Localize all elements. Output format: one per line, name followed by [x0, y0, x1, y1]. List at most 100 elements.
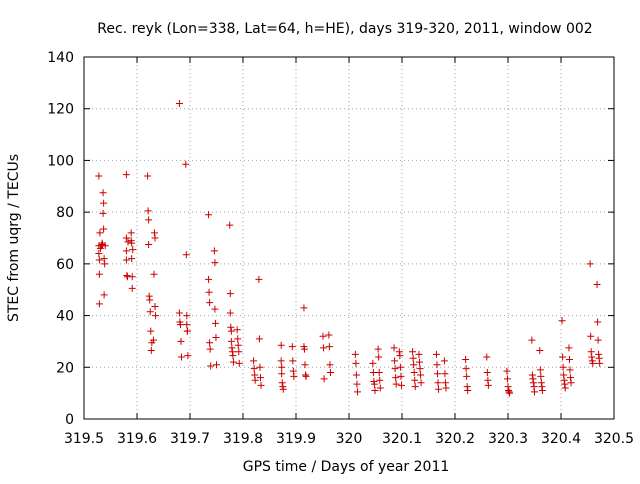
- data-point: [392, 380, 400, 388]
- data-point: [100, 199, 108, 207]
- data-point: [183, 321, 191, 329]
- data-point: [251, 376, 259, 384]
- data-point: [144, 172, 152, 180]
- data-point: [278, 363, 286, 371]
- data-point: [410, 368, 418, 376]
- data-point: [101, 260, 109, 268]
- data-point: [440, 357, 448, 365]
- data-point: [484, 381, 492, 389]
- data-point: [567, 374, 575, 382]
- data-point: [325, 331, 333, 339]
- data-point: [559, 353, 567, 361]
- data-point: [375, 368, 383, 376]
- data-point: [279, 385, 287, 393]
- data-point: [152, 312, 160, 320]
- data-point: [484, 376, 492, 384]
- data-point: [251, 371, 259, 379]
- data-point: [463, 372, 471, 380]
- data-point: [226, 221, 234, 229]
- data-point: [302, 372, 310, 380]
- data-point: [352, 371, 360, 379]
- data-point: [463, 383, 471, 391]
- data-point: [396, 352, 404, 360]
- data-point: [184, 352, 192, 360]
- data-point: [206, 345, 214, 353]
- data-point: [123, 271, 131, 279]
- data-point: [409, 354, 417, 362]
- data-point: [175, 309, 183, 317]
- data-point: [319, 332, 327, 340]
- data-point: [432, 350, 440, 358]
- data-point: [235, 359, 243, 367]
- data-point: [503, 367, 511, 375]
- x-tick-label: 319.9: [276, 431, 316, 447]
- data-point: [100, 225, 108, 233]
- data-point: [234, 335, 242, 343]
- data-point: [128, 255, 136, 263]
- data-point: [95, 250, 103, 258]
- data-point: [536, 346, 544, 354]
- data-point: [178, 353, 186, 361]
- data-point: [375, 353, 383, 361]
- data-point: [504, 383, 512, 391]
- data-point: [147, 346, 155, 354]
- data-point: [211, 305, 219, 313]
- grid-layer: [84, 57, 614, 419]
- data-point: [506, 389, 514, 397]
- data-point: [464, 387, 472, 395]
- plot-frame: [83, 56, 615, 420]
- data-point: [227, 337, 235, 345]
- data-point: [278, 370, 286, 378]
- y-tick-label: 60: [56, 257, 74, 273]
- data-point: [182, 160, 190, 168]
- data-point: [370, 380, 378, 388]
- data-point: [411, 383, 419, 391]
- data-point: [146, 308, 154, 316]
- data-point: [257, 381, 265, 389]
- data-point: [397, 381, 405, 389]
- data-point: [234, 341, 242, 349]
- data-point: [593, 281, 601, 289]
- chart-title: Rec. reyk (Lon=338, Lat=64, h=HE), days …: [97, 21, 592, 37]
- data-point: [122, 256, 130, 264]
- data-point: [352, 359, 360, 367]
- data-point: [205, 288, 213, 296]
- data-point: [211, 319, 219, 327]
- data-point: [595, 350, 603, 358]
- data-point: [566, 366, 574, 374]
- data-point: [396, 363, 404, 371]
- data-point: [589, 359, 597, 367]
- x-tick-label: 319.5: [64, 431, 104, 447]
- data-point: [229, 358, 237, 366]
- x-tick-label: 319.7: [170, 431, 210, 447]
- data-point: [433, 361, 441, 369]
- data-point: [528, 336, 536, 344]
- data-point: [99, 209, 107, 217]
- data-point: [565, 344, 573, 352]
- data-point: [417, 379, 425, 387]
- data-point: [95, 256, 103, 264]
- data-point: [128, 284, 136, 292]
- data-point: [559, 363, 567, 371]
- data-point: [95, 270, 103, 278]
- data-point: [250, 365, 258, 373]
- data-point: [278, 379, 286, 387]
- data-point: [538, 383, 546, 391]
- data-point: [594, 318, 602, 326]
- data-point: [182, 251, 190, 259]
- data-point: [561, 380, 569, 388]
- data-point: [206, 299, 214, 307]
- data-point: [289, 357, 297, 365]
- data-point: [538, 387, 546, 395]
- data-point: [146, 296, 154, 304]
- data-point: [233, 326, 241, 334]
- data-point: [435, 385, 443, 393]
- data-point: [228, 348, 236, 356]
- data-point: [558, 317, 566, 325]
- data-point: [434, 370, 442, 378]
- x-tick-label: 320.2: [435, 431, 475, 447]
- data-point: [587, 332, 595, 340]
- data-point: [176, 321, 184, 329]
